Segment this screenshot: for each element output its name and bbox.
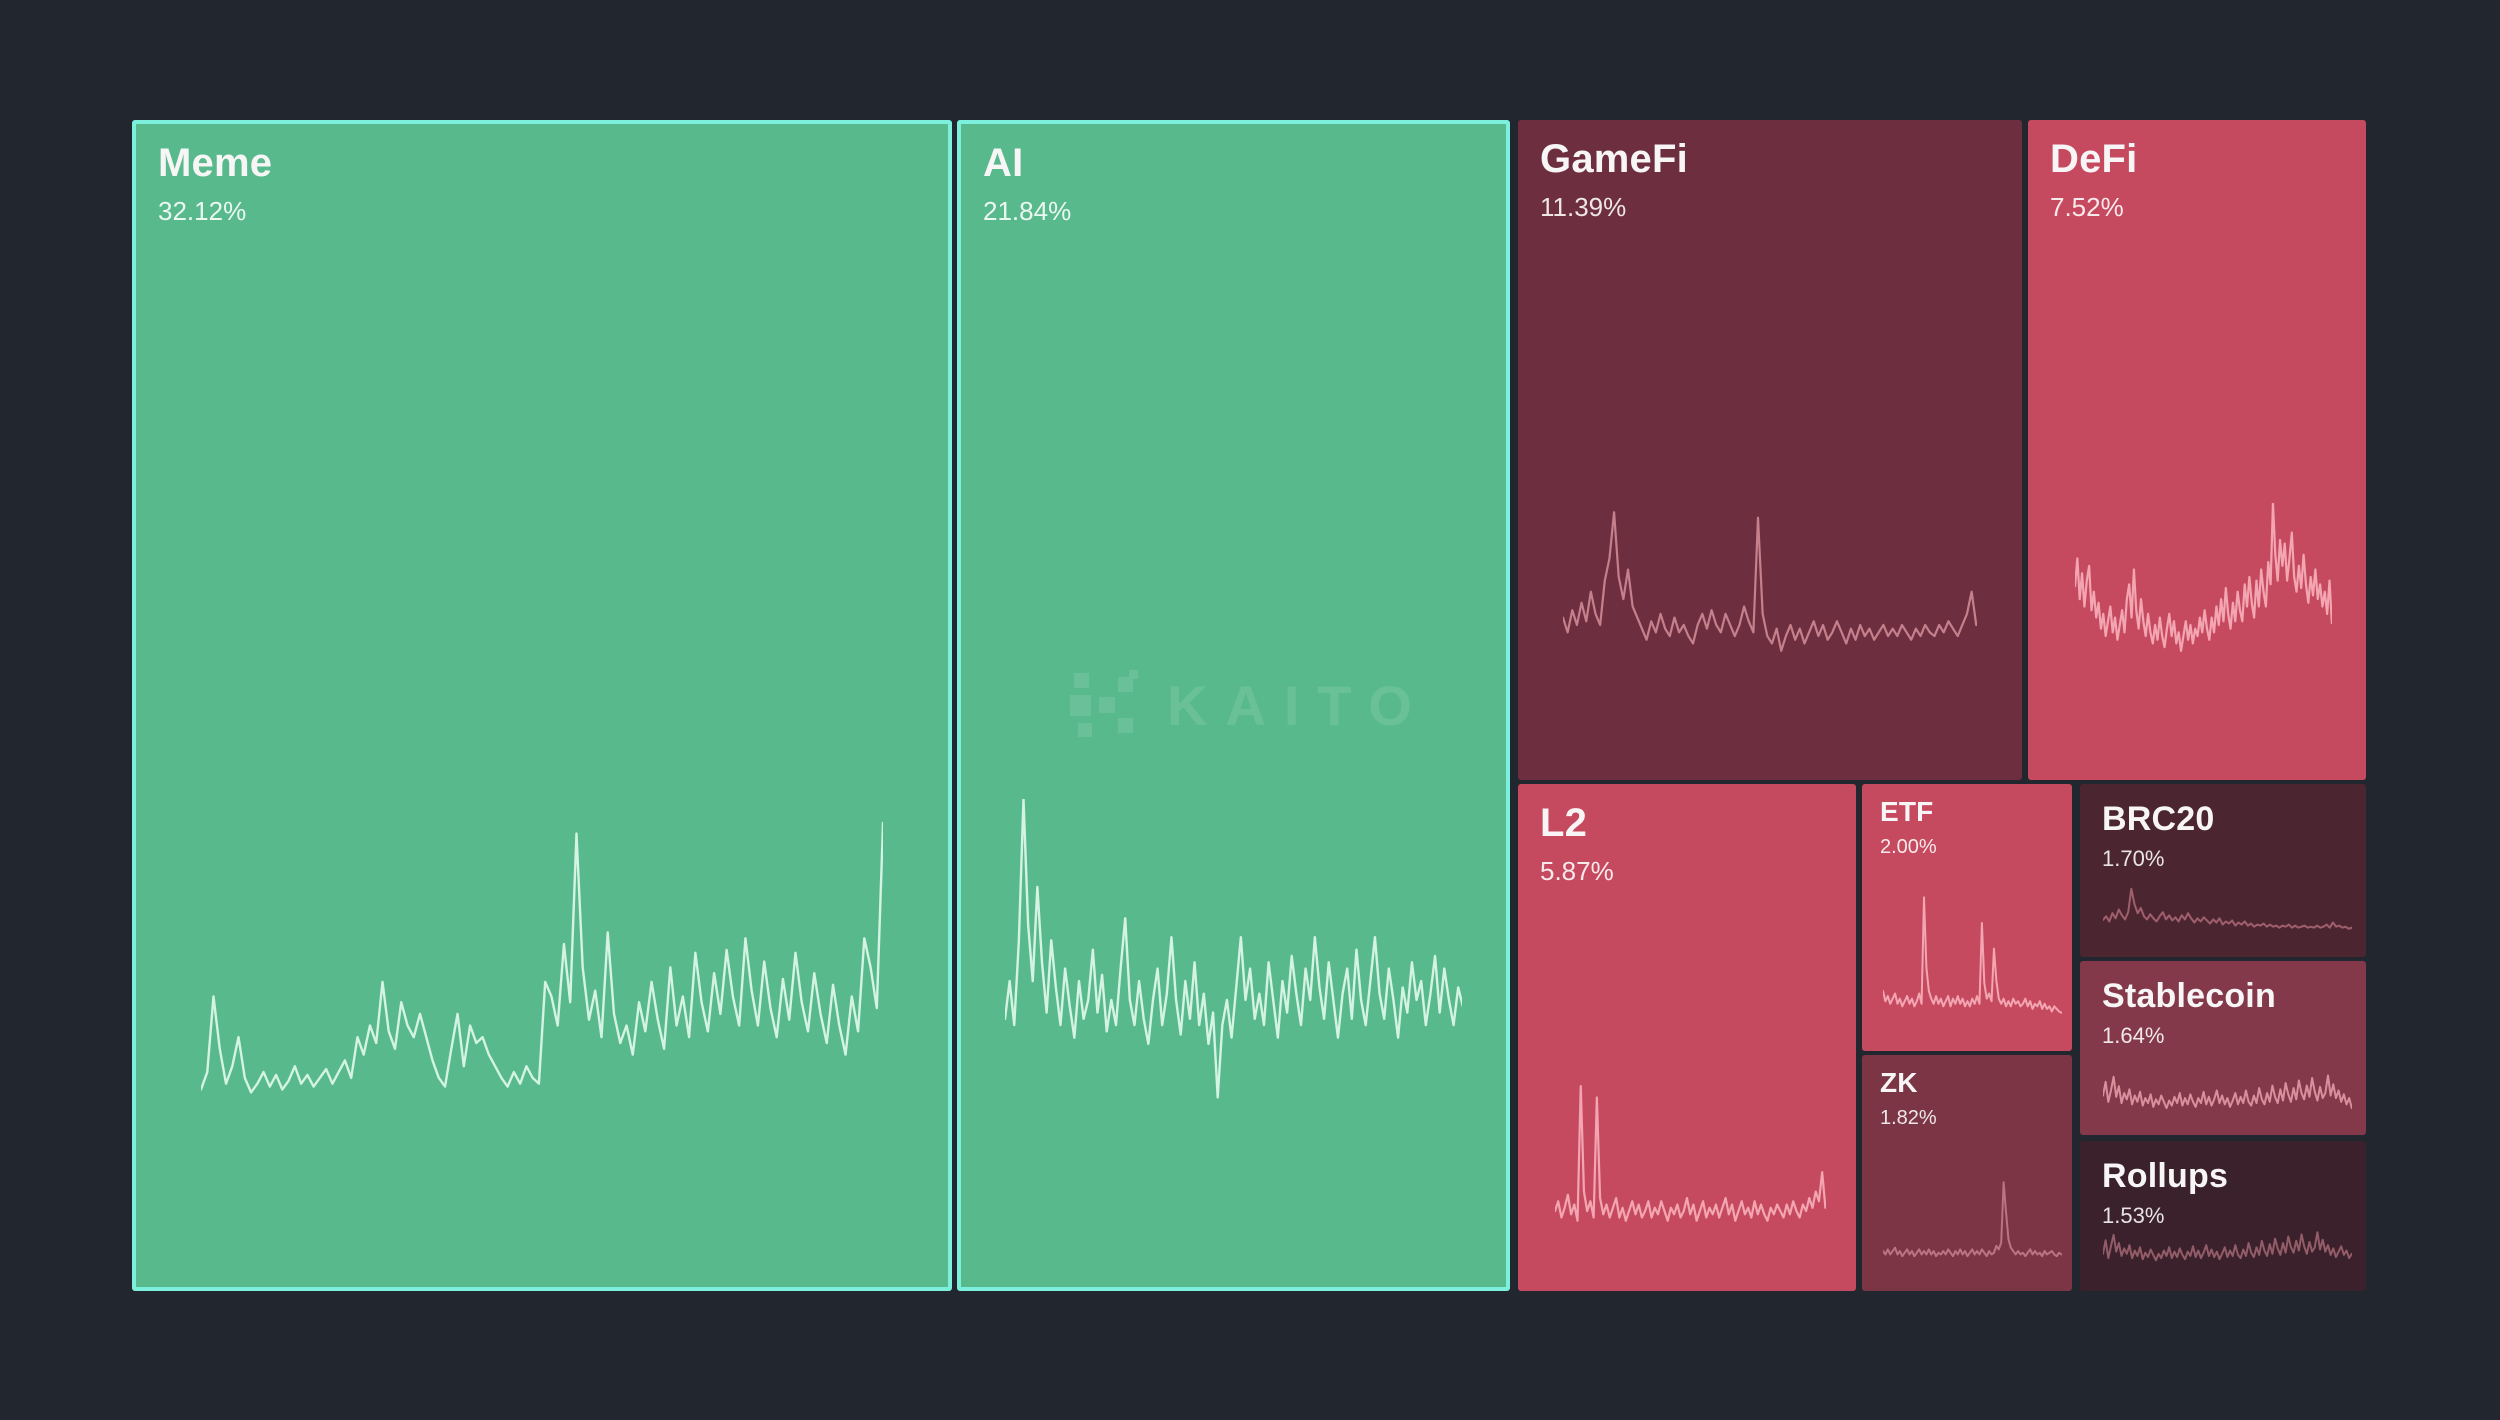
tile-label: ETF: [1880, 796, 1934, 827]
sparkline: [1883, 1178, 2062, 1263]
tile-value: 1.82%: [1880, 1107, 1937, 1129]
tile-value: 11.39%: [1540, 192, 1627, 222]
mindshare-treemap: Meme 32.12% AI 21.84% GameFi 11.39% DeFi 7.52% L…: [132, 120, 2367, 1291]
sparkline: [1555, 1078, 1825, 1240]
tile-value: 5.87%: [1540, 856, 1614, 886]
tile-etf[interactable]: ETF 2.00%: [1862, 784, 2072, 1051]
tile-label: AI: [983, 141, 1024, 185]
tile-label: L2: [1540, 801, 1588, 845]
tile-brc20[interactable]: BRC20 1.70%: [2080, 784, 2366, 957]
sparkline: [1005, 799, 1463, 1113]
sparkline: [1883, 891, 2062, 1019]
sparkline: [2075, 503, 2332, 688]
tile-meme[interactable]: Meme 32.12%: [132, 120, 952, 1291]
tile-stablecoin[interactable]: Stablecoin 1.64%: [2080, 961, 2366, 1135]
tile-l2[interactable]: L2 5.87%: [1518, 784, 1856, 1291]
tile-value: 1.53%: [2102, 1203, 2165, 1228]
sparkline: [2103, 1058, 2352, 1121]
tile-label: Rollups: [2102, 1157, 2229, 1195]
tile-value: 1.70%: [2102, 846, 2165, 871]
tile-value: 32.12%: [158, 196, 247, 226]
sparkline: [2103, 1216, 2352, 1270]
tile-label: DeFi: [2050, 137, 2138, 181]
tile-value: 2.00%: [1880, 836, 1937, 858]
tile-rollups[interactable]: Rollups 1.53%: [2080, 1141, 2366, 1291]
tile-label: Meme: [158, 141, 273, 185]
tile-value: 1.64%: [2102, 1023, 2165, 1048]
tile-value: 7.52%: [2050, 192, 2124, 222]
sparkline: [201, 822, 883, 1113]
tile-label: Stablecoin: [2102, 977, 2276, 1015]
tile-zk[interactable]: ZK 1.82%: [1862, 1055, 2072, 1291]
tile-defi[interactable]: DeFi 7.52%: [2028, 120, 2366, 780]
tile-ai[interactable]: AI 21.84%: [957, 120, 1510, 1291]
tile-label: GameFi: [1540, 137, 1688, 181]
tile-label: BRC20: [2102, 800, 2215, 838]
sparkline: [2103, 881, 2352, 933]
tile-label: ZK: [1880, 1067, 1918, 1098]
sparkline: [1563, 503, 1976, 688]
tile-value: 21.84%: [983, 196, 1072, 226]
tile-gamefi[interactable]: GameFi 11.39%: [1518, 120, 2022, 780]
